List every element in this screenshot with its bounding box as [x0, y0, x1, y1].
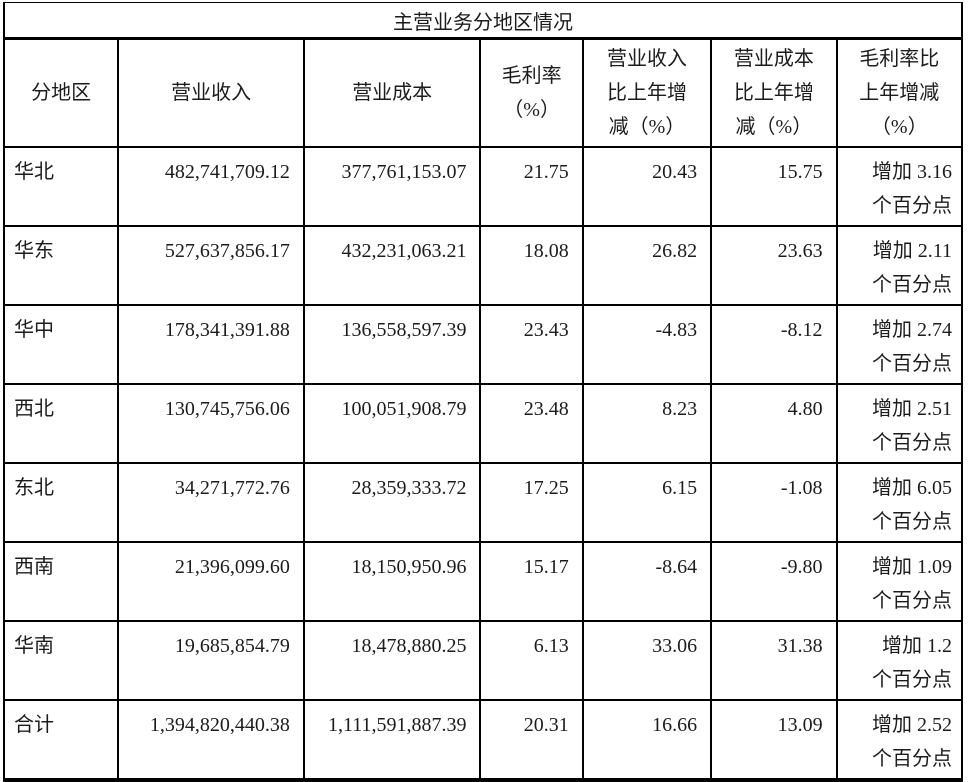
region-cell: 华中: [2, 304, 120, 385]
revenue-cell: 34,271,772.76: [117, 462, 305, 543]
cost-cell: 18,150,950.96: [302, 541, 482, 622]
revenue-cell: 1,394,820,440.38: [117, 699, 305, 781]
table-row: 华北 482,741,709.12 377,761,153.07 21.75 20.43…: [2, 146, 964, 227]
revenue-change-cell: 8.23: [581, 383, 713, 464]
margin-change-cell: 增加 1.2 个百分点: [835, 620, 964, 701]
revenue-cell: 527,637,856.17: [117, 225, 305, 306]
col-header-cost: 营业成本: [302, 37, 482, 148]
revenue-change-cell: 26.82: [581, 225, 713, 306]
margin-cell: 15.17: [479, 541, 584, 622]
col-header-revenue: 营业收入: [117, 37, 305, 148]
revenue-change-cell: 20.43: [581, 146, 713, 227]
margin-change-cell: 增加 2.51 个百分点: [835, 383, 964, 464]
cost-change-cell: -9.80: [710, 541, 838, 622]
margin-cell: 6.13: [479, 620, 584, 701]
revenue-cell: 21,396,099.60: [117, 541, 305, 622]
margin-change-cell: 增加 2.11 个百分点: [835, 225, 964, 306]
revenue-cell: 482,741,709.12: [117, 146, 305, 227]
table-row: 西北 130,745,756.06 100,051,908.79 23.48 8.23 4…: [2, 383, 964, 464]
table-row: 华东 527,637,856.17 432,231,063.21 18.08 26.82…: [2, 225, 964, 306]
table-row: 东北 34,271,772.76 28,359,333.72 17.25 6.15 -1.…: [2, 462, 964, 543]
cost-change-cell: -1.08: [710, 462, 838, 543]
cost-cell: 432,231,063.21: [302, 225, 482, 306]
revenue-cell: 19,685,854.79: [117, 620, 305, 701]
table-header-row: 分地区 营业收入 营业成本 毛利率 （%） 营业收入 比上年增 减（%） 营业成…: [2, 37, 964, 148]
table-title-row: 主营业务分地区情况: [3, 2, 963, 40]
region-cell: 西北: [2, 383, 120, 464]
margin-cell: 18.08: [479, 225, 584, 306]
table-row: 华南 19,685,854.79 18,478,880.25 6.13 33.06 31.…: [2, 620, 964, 701]
cost-cell: 1,111,591,887.39: [302, 699, 482, 781]
cost-cell: 28,359,333.72: [302, 462, 482, 543]
revenue-change-cell: 6.15: [581, 462, 713, 543]
region-cell: 合计: [2, 699, 120, 781]
table-row: 西南 21,396,099.60 18,150,950.96 15.17 -8.64 -9…: [2, 541, 964, 622]
cost-change-cell: 15.75: [710, 146, 838, 227]
margin-cell: 20.31: [479, 699, 584, 781]
col-header-margin: 毛利率 （%）: [479, 37, 584, 148]
table-row: 合计 1,394,820,440.38 1,111,591,887.39 20.31 1…: [2, 699, 964, 781]
cost-cell: 100,051,908.79: [302, 383, 482, 464]
margin-change-cell: 增加 2.74 个百分点: [835, 304, 964, 385]
cost-cell: 136,558,597.39: [302, 304, 482, 385]
cost-cell: 18,478,880.25: [302, 620, 482, 701]
revenue-cell: 130,745,756.06: [117, 383, 305, 464]
col-header-cost-change: 营业成本 比上年增 减（%）: [710, 37, 838, 148]
region-cell: 华北: [2, 146, 120, 227]
col-header-region: 分地区: [2, 37, 120, 148]
region-cell: 华东: [2, 225, 120, 306]
margin-change-cell: 增加 3.16 个百分点: [835, 146, 964, 227]
margin-change-cell: 增加 6.05 个百分点: [835, 462, 964, 543]
cost-cell: 377,761,153.07: [302, 146, 482, 227]
cost-change-cell: 4.80: [710, 383, 838, 464]
col-header-margin-change: 毛利率比 上年增减 （%）: [835, 37, 964, 148]
revenue-cell: 178,341,391.88: [117, 304, 305, 385]
col-header-revenue-change: 营业收入 比上年增 减（%）: [581, 37, 713, 148]
table-row: 华中 178,341,391.88 136,558,597.39 23.43 -4.83…: [2, 304, 964, 385]
cost-change-cell: -8.12: [710, 304, 838, 385]
revenue-change-cell: -4.83: [581, 304, 713, 385]
margin-cell: 17.25: [479, 462, 584, 543]
region-cell: 西南: [2, 541, 120, 622]
margin-change-cell: 增加 2.52 个百分点: [835, 699, 964, 781]
revenue-change-cell: -8.64: [581, 541, 713, 622]
revenue-change-cell: 33.06: [581, 620, 713, 701]
margin-cell: 23.43: [479, 304, 584, 385]
region-cell: 华南: [2, 620, 120, 701]
revenue-change-cell: 16.66: [581, 699, 713, 781]
cost-change-cell: 31.38: [710, 620, 838, 701]
margin-cell: 23.48: [479, 383, 584, 464]
margin-change-cell: 增加 1.09 个百分点: [835, 541, 964, 622]
table-title: 主营业务分地区情况: [3, 2, 963, 40]
margin-cell: 21.75: [479, 146, 584, 227]
cost-change-cell: 13.09: [710, 699, 838, 781]
cost-change-cell: 23.63: [710, 225, 838, 306]
region-cell: 东北: [2, 462, 120, 543]
